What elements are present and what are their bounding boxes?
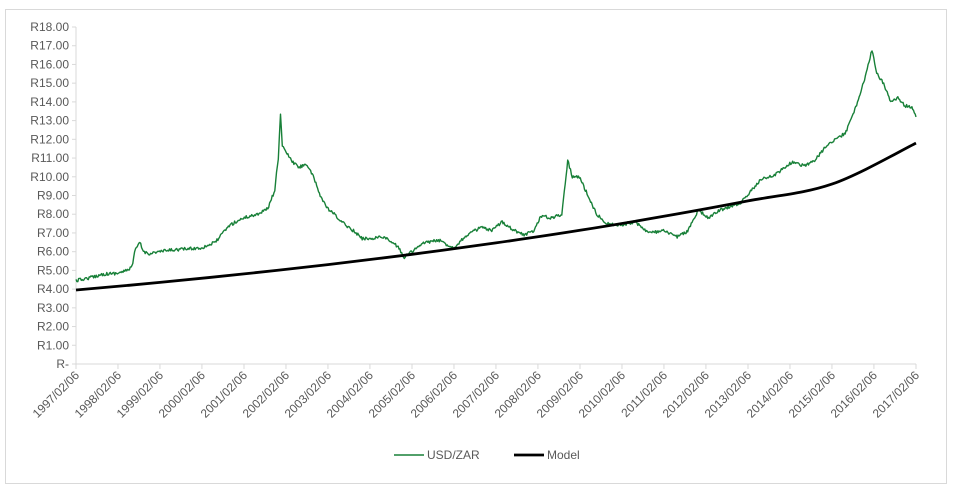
y-tick-label: R8.00 (37, 207, 69, 221)
y-tick-label: R14.00 (30, 95, 69, 109)
y-tick-label: R5.00 (37, 263, 69, 277)
series-line-model (75, 141, 917, 292)
y-tick-label: R3.00 (37, 301, 69, 315)
y-tick-label: R1.00 (37, 338, 69, 352)
y-tick-label: R9.00 (37, 189, 69, 203)
legend: USD/ZAR Model (394, 448, 580, 462)
y-tick-label: R7.00 (37, 226, 69, 240)
legend-label: Model (547, 448, 580, 462)
y-tick-label: R12.00 (30, 132, 69, 146)
y-tick-label: R2.00 (37, 320, 69, 334)
y-tick-label: R11.00 (31, 151, 69, 165)
series-line-usd-zar (75, 50, 917, 283)
y-tick-label: R13.00 (30, 114, 69, 128)
y-tick-label: R18.00 (30, 20, 69, 34)
y-tick-label: R17.00 (30, 39, 69, 53)
y-tick-label: R6.00 (37, 245, 69, 259)
y-tick-label: R16.00 (30, 57, 69, 71)
y-tick-label: R4.00 (37, 282, 69, 296)
y-tick-label: R- (56, 357, 69, 371)
series-group (75, 50, 917, 292)
legend-label: USD/ZAR (427, 448, 480, 462)
x-axis: 1997/02/061998/02/061999/02/062000/02/06… (30, 363, 922, 421)
y-tick-label: R10.00 (30, 170, 69, 184)
y-tick-label: R15.00 (30, 76, 69, 90)
y-axis: R- R1.00 R2.00 R3.00 R4.00 R5.00 R6.00 R7.00 R8.… (30, 20, 77, 371)
